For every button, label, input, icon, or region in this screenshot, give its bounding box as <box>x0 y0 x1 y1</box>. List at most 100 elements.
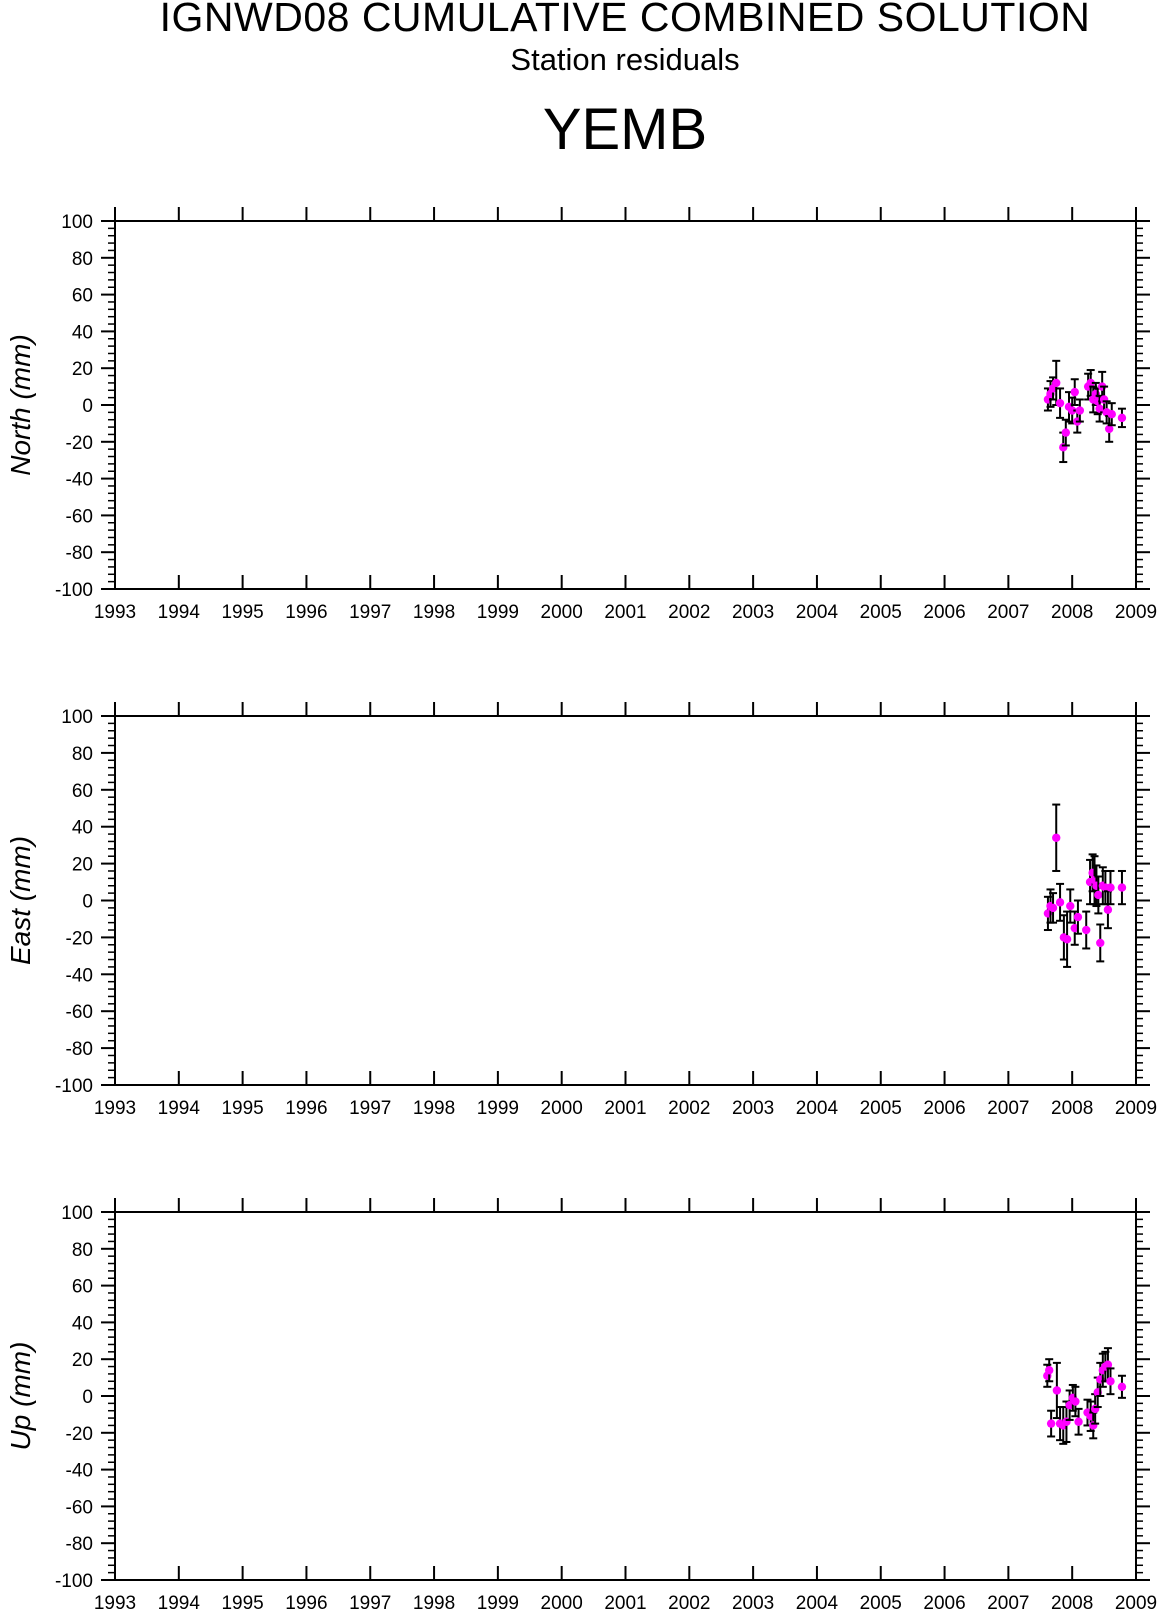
east-y-tick-label: -40 <box>66 965 93 986</box>
east-y-tick-label: 40 <box>72 818 93 839</box>
north-data-point <box>1095 404 1104 413</box>
east-x-tick-label: 2002 <box>668 1098 710 1119</box>
north-y-tick-label: -100 <box>55 580 93 601</box>
north-x-tick-label: 2005 <box>860 602 902 623</box>
north-y-tick-label: 40 <box>72 322 93 343</box>
up-data-point <box>1074 1417 1083 1426</box>
up-data-point <box>1106 1377 1115 1386</box>
east-data-point <box>1062 935 1072 944</box>
north-x-tick-label: 2004 <box>796 602 839 623</box>
up-data-point <box>1103 1360 1113 1369</box>
north-x-tick-label: 1994 <box>158 602 201 623</box>
east-y-tick-label: 60 <box>72 781 93 802</box>
up-y-tick-label: 100 <box>61 1203 93 1224</box>
north-y-tick-label: 80 <box>72 249 93 270</box>
up-y-tick-label: -40 <box>66 1461 93 1482</box>
north-data-point <box>1067 406 1077 415</box>
north-data-point <box>1055 398 1065 408</box>
north-y-tick-label: 0 <box>82 396 93 417</box>
north-x-tick-label: 2006 <box>923 602 965 623</box>
north-y-tick-label: 60 <box>72 286 93 307</box>
north-y-tick-label: -60 <box>66 506 93 527</box>
east-x-tick-label: 2007 <box>987 1098 1029 1119</box>
north-x-tick-label: 2003 <box>732 602 774 623</box>
east-y-tick-label: 0 <box>82 892 93 913</box>
north-y-tick-label: 100 <box>61 212 93 233</box>
up-y-tick-label: 80 <box>72 1240 93 1261</box>
east-data-point <box>1094 890 1103 900</box>
east-x-tick-label: 1998 <box>413 1098 455 1119</box>
east-chart: 1993 1994 1995 1996 1997 1998 1999 2000 2001 2002… <box>5 702 1157 1119</box>
up-x-tick-label: 2003 <box>732 1593 774 1614</box>
north-data-point <box>1104 424 1114 434</box>
east-x-tick-label: 2006 <box>923 1098 965 1119</box>
north-y-tick-label: 20 <box>72 359 93 380</box>
up-y-tick-label: 40 <box>72 1313 93 1334</box>
up-x-tick-label: 2008 <box>1051 1593 1093 1614</box>
north-x-tick-label: 1996 <box>285 602 327 623</box>
east-data-point <box>1103 905 1113 914</box>
up-x-tick-label: 1997 <box>349 1593 391 1614</box>
up-x-tick-label: 2005 <box>860 1593 902 1614</box>
up-plot-frame <box>114 1211 1137 1581</box>
east-y-tick-label: -20 <box>66 928 93 949</box>
north-x-tick-label: 1998 <box>413 602 455 623</box>
up-x-tick-label: 1996 <box>285 1593 327 1614</box>
up-x-tick-label: 1998 <box>413 1593 455 1614</box>
up-chart: 1993 1994 1995 1996 1997 1998 1999 2000 2001 2002… <box>5 1198 1157 1614</box>
up-data-point <box>1052 1386 1062 1395</box>
north-y-axis-label: North (mm) <box>5 334 36 476</box>
east-x-tick-label: 1997 <box>349 1098 391 1119</box>
east-data-point <box>1106 883 1115 892</box>
up-data-point <box>1089 1421 1098 1430</box>
north-x-tick-label: 2007 <box>987 602 1029 623</box>
up-x-tick-label: 1993 <box>94 1593 136 1614</box>
up-x-tick-label: 2001 <box>604 1593 646 1614</box>
up-x-tick-label: 2002 <box>668 1593 710 1614</box>
east-plot-frame <box>114 715 1137 1086</box>
east-x-tick-label: 2003 <box>732 1098 774 1119</box>
east-x-tick-label: 2005 <box>860 1098 902 1119</box>
up-y-tick-label: 0 <box>82 1387 93 1408</box>
north-x-tick-label: 2009 <box>1115 602 1157 623</box>
station-name: YEMB <box>542 97 708 162</box>
east-x-tick-label: 2001 <box>604 1098 646 1119</box>
north-data-point <box>1107 410 1116 419</box>
up-data-point <box>1071 1397 1080 1406</box>
up-y-tick-label: -20 <box>66 1424 93 1445</box>
up-y-axis-label: Up (mm) <box>5 1342 36 1451</box>
up-data-point <box>1117 1382 1127 1392</box>
north-y-tick-label: -80 <box>66 543 93 564</box>
north-data-point <box>1086 378 1095 388</box>
north-x-tick-label: 2002 <box>668 602 710 623</box>
up-x-tick-label: 2006 <box>923 1593 965 1614</box>
east-data-point <box>1052 833 1061 842</box>
east-data-point <box>1048 903 1058 913</box>
north-y-tick-label: -20 <box>66 433 93 454</box>
east-y-tick-label: 20 <box>72 855 93 876</box>
north-y-tick-label: -40 <box>66 470 93 491</box>
north-x-tick-label: 1999 <box>477 602 519 623</box>
east-x-tick-label: 2009 <box>1115 1098 1157 1119</box>
east-data-point <box>1066 901 1075 911</box>
up-y-tick-label: 60 <box>72 1277 93 1298</box>
east-x-tick-label: 1995 <box>221 1098 263 1119</box>
page-title: IGNWD08 CUMULATIVE COMBINED SOLUTION <box>159 0 1091 40</box>
east-x-tick-label: 2008 <box>1051 1098 1093 1119</box>
north-data-point <box>1052 378 1061 388</box>
east-data-point <box>1117 883 1127 892</box>
up-x-tick-label: 2009 <box>1115 1593 1157 1614</box>
east-data-point <box>1070 923 1079 933</box>
east-data-point <box>1096 938 1105 948</box>
east-x-tick-label: 1996 <box>285 1098 327 1119</box>
east-data-point <box>1073 912 1083 922</box>
up-y-tick-label: -100 <box>55 1571 93 1592</box>
north-x-tick-label: 1993 <box>94 602 136 623</box>
up-y-tick-label: -60 <box>66 1497 93 1518</box>
east-y-tick-label: 100 <box>61 707 93 728</box>
north-x-tick-label: 1995 <box>221 602 263 623</box>
east-data-point <box>1082 925 1091 935</box>
north-data-point <box>1061 428 1071 437</box>
east-data-point <box>1055 898 1065 907</box>
